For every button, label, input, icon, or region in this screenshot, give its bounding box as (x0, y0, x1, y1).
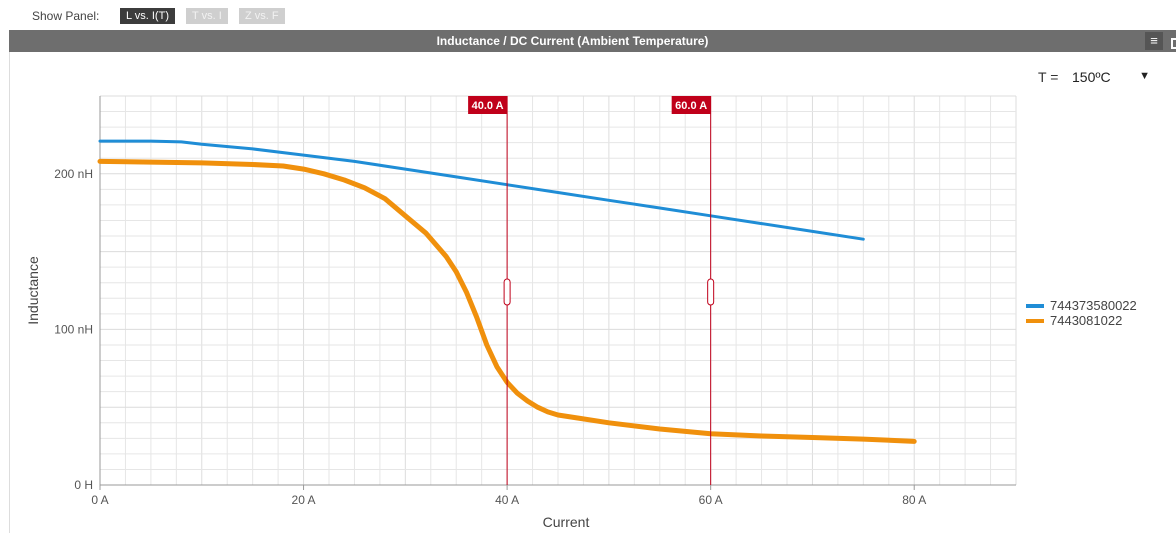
series-line-2 (97, 158, 917, 444)
cursor-label-box-2 (671, 96, 711, 114)
cursor-drag-handle-1[interactable] (503, 278, 511, 306)
temperature-selected-value: 150ºC (1072, 69, 1111, 85)
panel-title: Inductance / DC Current (Ambient Tempera… (436, 34, 709, 48)
hamburger-menu-icon[interactable]: ≡ (1145, 32, 1163, 50)
series-line-1 (98, 139, 865, 241)
y-tick-label: 100 nH (54, 322, 93, 336)
panel-button-z-vs-f[interactable]: Z vs. F (239, 8, 285, 24)
x-tick-label: 60 A (699, 493, 723, 507)
temperature-select[interactable]: 150ºC ▼ (1064, 64, 1156, 90)
show-panel-label: Show Panel: (32, 9, 100, 23)
legend-swatch-series-1 (1026, 304, 1044, 308)
temperature-label: T = (1038, 69, 1059, 85)
legend-label-series-2: 7443081022 (1050, 313, 1123, 328)
dropdown-arrow-icon: ▼ (1139, 70, 1150, 82)
x-tick-label: 80 A (902, 493, 926, 507)
cursor-label-1: 40.0 A (472, 100, 504, 112)
y-tick-label: 200 nH (54, 167, 93, 181)
cursor-label-2: 60.0 A (675, 100, 707, 112)
legend-swatch-series-2 (1026, 319, 1044, 323)
toolbar: Show Panel: L vs. I(T) T vs. I Z vs. F (0, 0, 1176, 28)
legend-label-series-1: 744373580022 (1050, 298, 1137, 313)
panel-button-l-vs-i[interactable]: L vs. I(T) (120, 8, 175, 24)
y-tick-label: 0 H (74, 478, 93, 492)
grid (99, 95, 1017, 486)
x-axis-label: Current (543, 514, 590, 530)
panel-left-border (9, 52, 10, 533)
x-tick-label: 40 A (495, 493, 519, 507)
cursor-drag-handle-2[interactable] (707, 278, 715, 306)
y-axis-label: Inductance (25, 256, 41, 325)
window-restore-icon[interactable] (1167, 32, 1176, 50)
cursor-label-box-1 (468, 96, 508, 114)
panel-button-t-vs-i[interactable]: T vs. I (186, 8, 228, 24)
panel-titlebar: Inductance / DC Current (Ambient Tempera… (9, 30, 1176, 52)
x-tick-label: 0 A (91, 493, 108, 507)
x-tick-label: 20 A (292, 493, 316, 507)
